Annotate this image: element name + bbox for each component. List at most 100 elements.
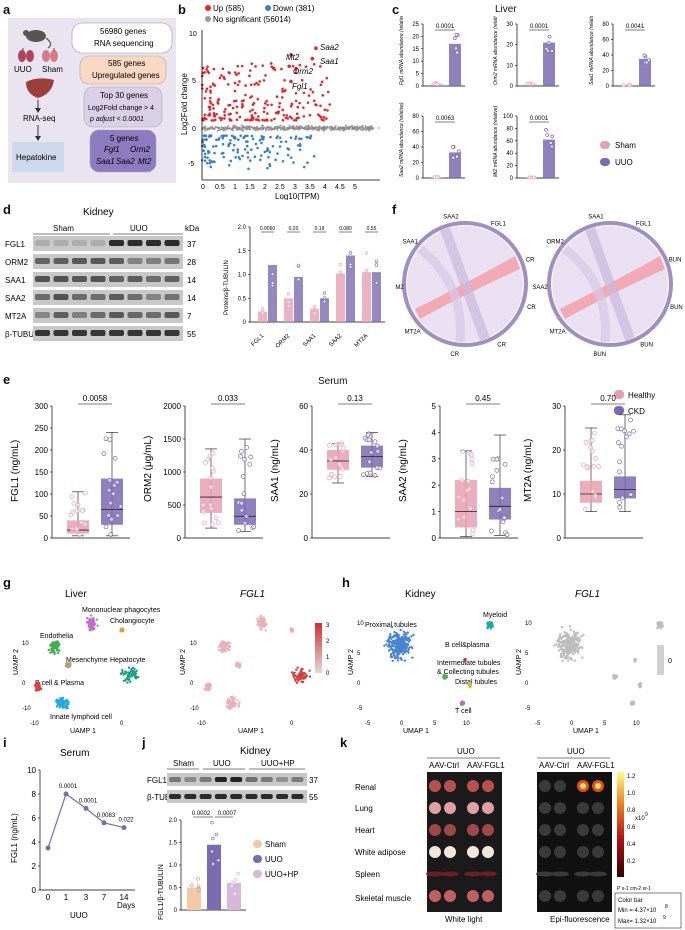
- svg-text:10: 10: [189, 31, 197, 38]
- data-point: [112, 456, 118, 461]
- up-point: [262, 79, 266, 82]
- data-point: [236, 872, 240, 876]
- umap-cell-fgl1: [227, 644, 231, 648]
- umap-cell-fgl1: [297, 679, 300, 682]
- down-point: [207, 135, 211, 138]
- y-tick-label: 500: [168, 501, 182, 510]
- umap-cell: [389, 648, 392, 651]
- down-point: [211, 160, 215, 163]
- panel-letter-b: b: [178, 2, 186, 17]
- y-tick-label: 15: [412, 47, 419, 53]
- y-tick-label: 1.0: [169, 863, 178, 869]
- umap-cell: [131, 673, 134, 677]
- data-point: [364, 268, 369, 273]
- umap-cell: [393, 655, 397, 658]
- data-point: [372, 473, 378, 478]
- panel-d-bar-chart: 0 0.5 1.0 1.5 2.0 Proteins/β-TUBULIN 0.0060 FGL…: [224, 225, 385, 350]
- umap-cell: [402, 641, 406, 644]
- up-point: [294, 66, 298, 70]
- organ-images: [426, 780, 607, 902]
- data-point: [109, 516, 114, 522]
- data-point: [464, 487, 470, 493]
- umap-cell-fgl1: [658, 623, 661, 626]
- y-tick-label: 6: [32, 814, 37, 823]
- umap-cell-fgl1: [305, 674, 308, 677]
- x-tick-label: 5: [433, 721, 437, 727]
- blot-lane-bg: [33, 308, 183, 323]
- data-point: [338, 262, 343, 267]
- down-point: [208, 159, 212, 162]
- umap-cell-fgl1: [659, 627, 663, 630]
- ns-point: [286, 128, 289, 131]
- up-point: [302, 91, 306, 95]
- umap-cell-fgl1: [576, 649, 580, 653]
- gene-label-fgl1: Fgl1: [292, 82, 308, 91]
- umap-ylabel-fgl1: UAMP 2: [180, 649, 187, 675]
- chord-label: SAA1: [402, 239, 418, 245]
- y-tick-label: 4: [432, 428, 437, 437]
- umap-cell: [133, 670, 136, 673]
- x-tick-label: -10: [197, 721, 206, 727]
- down-point: [236, 150, 240, 154]
- data-point: [592, 430, 597, 436]
- umap-cell: [91, 627, 94, 630]
- umap-cell-fgl1: [565, 646, 568, 649]
- down-point: [237, 156, 241, 159]
- umap-cell-fgl1: [295, 677, 299, 680]
- umap-cell-fgl1: [260, 622, 263, 626]
- data-point: [236, 528, 241, 533]
- data-point: [242, 520, 248, 526]
- y-tick-label: 3: [432, 455, 437, 464]
- blot-band: [72, 330, 87, 336]
- umap-cell-fgl1: [256, 617, 259, 620]
- x-tick-label: 0: [120, 721, 124, 727]
- panel-h-title-fgl1: FGL1: [575, 589, 600, 600]
- gene-label-orm2: Orm2: [293, 67, 314, 76]
- blot-band: [291, 794, 304, 799]
- legend-sham-swatch: [600, 141, 610, 149]
- data-point: [454, 32, 459, 37]
- down-point: [217, 138, 220, 141]
- umap-cell: [122, 673, 125, 676]
- down-point: [222, 155, 226, 159]
- umap-cell-fgl1: [572, 630, 575, 633]
- blot-band: [169, 794, 181, 799]
- down-point: [260, 154, 263, 157]
- cluster-label-bcell: B cell & Plasma: [35, 680, 84, 687]
- umap-cell-fgl1: [220, 648, 223, 651]
- gene-mt2: Mt2: [138, 157, 152, 166]
- gene-saa2: Saa2: [116, 157, 135, 166]
- ns-point: [214, 125, 217, 128]
- up-point: [218, 116, 221, 120]
- umap-cell: [442, 673, 445, 677]
- ns-point: [284, 129, 287, 132]
- down-point: [279, 140, 283, 144]
- down-point: [214, 144, 218, 148]
- umap-cell-fgl1: [566, 656, 570, 660]
- panel-j-kda1: 37: [309, 776, 318, 785]
- down-point: [203, 145, 207, 149]
- up-point: [277, 105, 281, 109]
- umap-cell: [400, 635, 404, 639]
- data-point: [548, 141, 553, 145]
- organ-fluorescence: [554, 890, 566, 902]
- ns-point: [308, 125, 311, 128]
- umap-cell-fgl1: [568, 647, 571, 650]
- data-point: [626, 431, 632, 437]
- bar-orm2-uuo: [294, 276, 303, 322]
- up-point: [212, 67, 216, 71]
- data-point: [190, 883, 194, 887]
- up-point: [294, 91, 298, 95]
- y-tick-label: 0: [416, 176, 420, 182]
- data-point: [333, 455, 339, 460]
- data-point: [241, 491, 247, 497]
- data-point: [336, 461, 342, 467]
- data-point: [374, 263, 379, 267]
- data-point: [374, 281, 379, 285]
- ns-point: [321, 128, 324, 131]
- ns-point: [233, 124, 236, 127]
- data-point: [372, 439, 378, 445]
- umap-cell-fgl1: [203, 687, 207, 691]
- ns-point: [216, 129, 219, 132]
- umap-cell-fgl1: [555, 643, 558, 646]
